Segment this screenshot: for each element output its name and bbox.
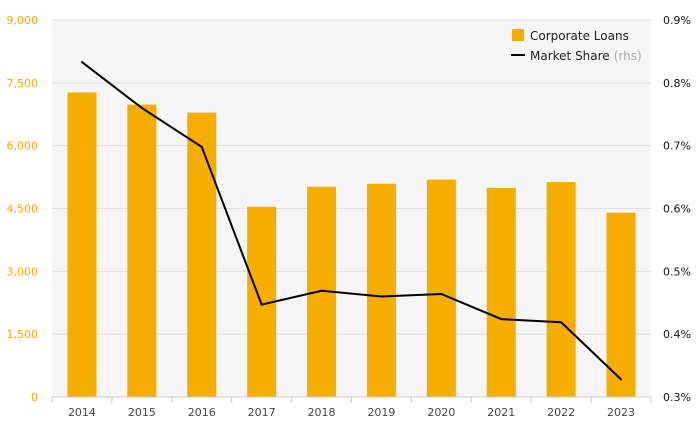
x-tick-label: 2017 [248,406,276,419]
market-share-point-2014 [80,61,83,64]
y-axis-right: 0.3% 0.4% 0.5% 0.6% 0.7% 0.8% 0.9% [663,14,691,404]
legend-label-market-share: Market Share (rhs) [530,49,642,63]
y-left-tick-label: 1,500 [7,328,39,341]
y-left-tick-label: 4,500 [7,203,39,216]
market-share-point-2016 [200,145,203,148]
bar-2015 [127,104,157,398]
line-series-market-share [80,61,623,381]
market-share-point-2022 [560,321,563,324]
y-right-tick-label: 0.7% [663,140,691,153]
y-left-tick-label: 6,000 [7,140,39,153]
bar-series-corporate-loans [67,92,636,398]
bar-2021 [486,187,516,397]
x-tick-label: 2014 [68,406,96,419]
bar-2014 [67,92,97,398]
market-share-point-2021 [500,318,503,321]
market-share-point-2020 [440,292,443,295]
market-share-point-2015 [140,106,143,109]
legend-series-name: Market Share [530,49,610,63]
y-right-tick-label: 0.5% [663,265,691,278]
x-tick-label: 2016 [188,406,216,419]
market-share-point-2018 [320,289,323,292]
y-right-tick-label: 0.9% [663,14,691,27]
x-tick-label: 2022 [547,406,575,419]
y-right-tick-label: 0.3% [663,391,691,404]
x-tick-label: 2018 [308,406,336,419]
x-tick-label: 2021 [487,406,515,419]
x-tick-label: 2020 [427,406,455,419]
y-right-tick-label: 0.4% [663,328,691,341]
legend-label-corporate-loans: Corporate Loans [530,29,629,43]
legend-rhs-note: (rhs) [614,49,642,63]
bar-2016 [187,112,217,397]
y-left-tick-label: 3,000 [7,265,39,278]
market-share-point-2023 [620,378,623,381]
y-left-tick-label: 9,000 [7,14,39,27]
bar-2022 [546,182,576,397]
market-share-line [81,61,622,381]
y-left-tick-label: 7,500 [7,77,39,90]
bar-2020 [426,179,456,397]
legend: Corporate Loans Market Share (rhs) [511,29,642,63]
market-share-point-2017 [260,303,263,306]
legend-swatch-corporate-loans [512,29,524,41]
y-axis-left: 0 1,500 3,000 4,500 6,000 7,500 9,000 [7,14,39,404]
y-right-tick-label: 0.6% [663,203,691,216]
x-axis: 2014 2015 2016 2017 2018 2019 2020 2021 2022 2023 [51,396,652,419]
bar-2023 [606,212,636,397]
market-share-point-2019 [380,295,383,298]
x-tick-label: 2019 [367,406,395,419]
bar-2019 [366,183,396,397]
y-left-tick-label: 0 [31,391,38,404]
y-right-tick-label: 0.8% [663,77,691,90]
x-tick-label: 2023 [607,406,635,419]
x-tick-label: 2015 [128,406,156,419]
